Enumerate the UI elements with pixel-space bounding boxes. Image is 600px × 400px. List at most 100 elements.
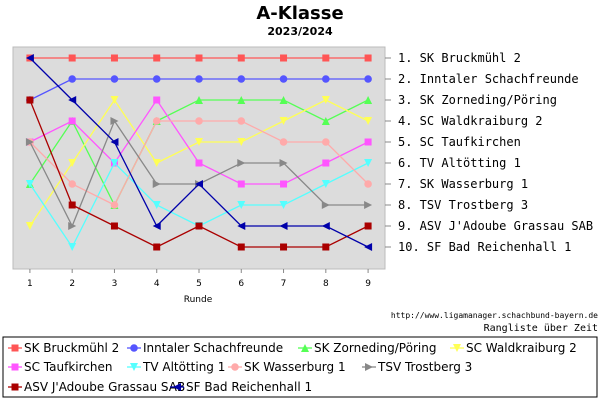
rank-label: 3. SK Zorneding/Pöring (398, 93, 557, 107)
data-point (237, 75, 246, 83)
data-point (68, 201, 76, 209)
data-point (321, 96, 330, 104)
legend-item: SK Zorneding/Pöring (298, 341, 436, 355)
rank-label: 9. ASV J'Adoube Grassau SAB (398, 219, 593, 233)
legend-label: SF Bad Reichenhall 1 (186, 380, 312, 394)
legend-marker (231, 363, 239, 371)
data-point (364, 201, 373, 209)
data-point (321, 117, 330, 125)
data-point (237, 138, 246, 146)
rank-label: 1. SK Bruckmühl 2 (398, 51, 521, 65)
x-tick-label: 6 (238, 279, 244, 289)
series-layer (25, 54, 373, 251)
data-point (321, 222, 330, 230)
data-point (152, 222, 161, 230)
legend-item: SK Wasserburg 1 (228, 360, 346, 374)
data-point (364, 222, 372, 230)
data-point (364, 75, 372, 83)
data-point (195, 159, 203, 167)
credit-caption: Rangliste über Zeit (484, 323, 598, 334)
data-point (237, 180, 245, 188)
data-point (280, 180, 288, 188)
rank-labels: 1. SK Bruckmühl 2 2. Inntaler Schachfreun… (385, 51, 593, 254)
data-point (237, 159, 246, 167)
legend-box (2, 336, 598, 398)
rank-label: 10. SF Bad Reichenhall 1 (398, 240, 571, 254)
data-point (195, 117, 203, 125)
rank-label: 5. SC Taufkirchen (398, 135, 521, 149)
legend-marker (11, 344, 19, 352)
data-point (152, 201, 161, 209)
series-9 (26, 96, 372, 251)
data-point (195, 222, 203, 230)
legend-marker (11, 363, 19, 371)
rank-label: 8. TSV Trostberg 3 (398, 198, 528, 212)
data-point (322, 159, 330, 167)
data-point (279, 159, 288, 167)
data-point (364, 117, 373, 125)
data-point (153, 96, 161, 104)
data-point (152, 75, 161, 83)
legend-label: TV Altötting 1 (142, 360, 225, 374)
data-point (321, 201, 330, 209)
legend-label: SK Wasserburg 1 (244, 360, 346, 374)
credit-url: http://www.ligamanager.schachbund-bayern… (391, 311, 598, 320)
data-point (364, 54, 372, 62)
legend-label: SK Zorneding/Pöring (314, 341, 436, 355)
x-axis: 1 2 3 4 5 6 7 8 9 (27, 269, 371, 289)
data-point (110, 54, 118, 62)
rank-label: 2. Inntaler Schachfreunde (398, 72, 579, 86)
x-axis-label: Runde (184, 295, 213, 305)
chart-title: A-Klasse (256, 3, 343, 24)
legend-label: SC Taufkirchen (24, 360, 112, 374)
data-point (68, 222, 77, 230)
legend: SK Bruckmühl 2 Inntaler Schachfreunde SK Z… (8, 341, 577, 394)
x-tick-label: 7 (281, 279, 287, 289)
data-point (68, 75, 76, 83)
data-point (364, 96, 373, 104)
data-point (153, 54, 161, 62)
data-point (152, 117, 161, 125)
data-point (280, 54, 288, 62)
data-point (237, 54, 245, 62)
legend-item: TV Altötting 1 (127, 360, 225, 374)
x-tick-label: 5 (196, 279, 202, 289)
data-point (237, 96, 246, 104)
data-point (195, 54, 203, 62)
data-point (279, 75, 288, 83)
data-point (68, 180, 76, 188)
data-point (237, 222, 246, 230)
legend-marker (173, 383, 181, 391)
legend-item: Inntaler Schachfreunde (127, 341, 283, 355)
legend-marker (365, 363, 373, 371)
data-point (68, 243, 77, 251)
data-point (321, 180, 330, 188)
data-point (25, 54, 34, 62)
data-point (279, 117, 288, 125)
legend-item: TSV Trostberg 3 (362, 360, 472, 374)
data-point (25, 138, 34, 146)
data-point (279, 222, 288, 230)
data-point (152, 180, 161, 188)
rank-label: 7. SK Wasserburg 1 (398, 177, 528, 191)
data-point (322, 75, 330, 83)
data-point (322, 138, 330, 146)
data-point (110, 96, 119, 104)
legend-marker (130, 344, 138, 352)
data-point (237, 117, 246, 125)
data-point (195, 180, 203, 188)
data-point (237, 201, 246, 209)
series-10 (25, 54, 373, 251)
legend-item: SK Bruckmühl 2 (8, 341, 119, 355)
legend-marker (301, 344, 309, 352)
legend-item: SF Bad Reichenhall 1 (170, 380, 312, 394)
data-point (110, 159, 119, 167)
legend-marker (453, 344, 461, 352)
data-point (110, 222, 118, 230)
data-point (279, 96, 288, 104)
legend-label: Inntaler Schachfreunde (143, 341, 283, 355)
legend-label: SK Bruckmühl 2 (24, 341, 119, 355)
legend-item: ASV J'Adoube Grassau SAB (8, 380, 185, 394)
rank-label: 4. SC Waldkraiburg 2 (398, 114, 543, 128)
